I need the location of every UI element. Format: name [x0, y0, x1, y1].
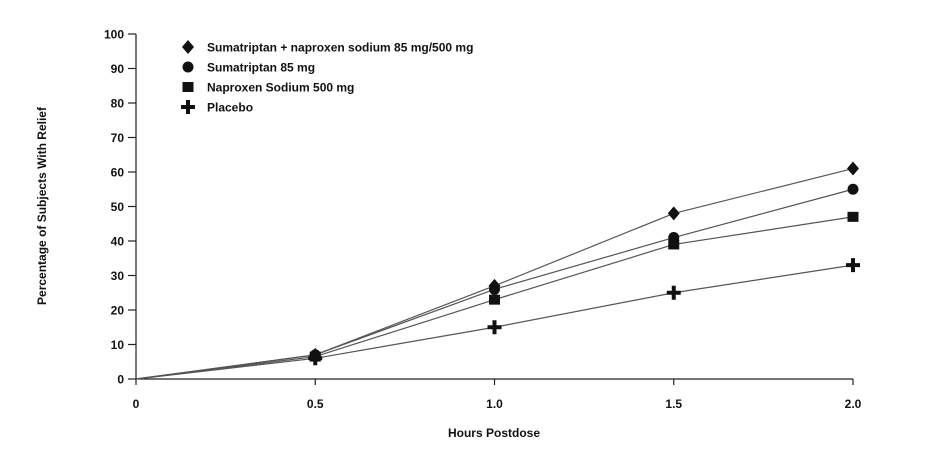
y-tick-label: 20	[111, 304, 125, 318]
series-square	[135, 211, 859, 380]
legend-plus-marker	[181, 100, 195, 114]
circle-data-point	[489, 283, 500, 295]
y-tick-label: 30	[111, 269, 125, 283]
legend: Sumatriptan + naproxen sodium 85 mg/500 …	[181, 40, 473, 115]
y-tick-label: 70	[111, 131, 125, 145]
plus-data-point	[666, 285, 681, 300]
x-tick-label: 0.5	[307, 397, 324, 411]
y-tick-label: 100	[104, 28, 124, 42]
x-tick-label: 0	[133, 397, 140, 411]
series-plus	[135, 258, 860, 380]
x-axis-title: Hours Postdose	[448, 426, 540, 440]
y-axis: 0 10 20 30 40 50 60 70 80 90 100	[104, 28, 137, 387]
x-tick-label: 1.0	[486, 397, 503, 411]
legend-square-marker	[182, 82, 194, 92]
square-data-point	[847, 211, 859, 222]
y-tick-label: 80	[111, 97, 125, 111]
legend-circle-marker	[182, 61, 194, 73]
y-tick-label: 40	[111, 235, 125, 249]
plus-data-point	[308, 351, 323, 366]
y-axis-title: Percentage of Subjects With Relief	[35, 106, 49, 305]
series-diamond	[135, 161, 859, 380]
y-tick-label: 60	[111, 166, 125, 180]
legend-diamond-marker	[182, 40, 194, 54]
y-tick-label: 90	[111, 62, 125, 76]
series-layer	[135, 161, 860, 380]
y-tick-label: 10	[111, 338, 125, 352]
series-line	[135, 167, 854, 380]
legend-label: Sumatriptan 85 mg	[207, 61, 315, 75]
diamond-data-point	[667, 206, 680, 221]
x-axis: 0 0.5 1.0 1.5 2.0	[133, 378, 862, 411]
y-tick-label: 0	[117, 373, 124, 387]
circle-data-point	[847, 183, 859, 195]
x-tick-label: 2.0	[845, 397, 862, 411]
x-tick-label: 1.5	[665, 397, 682, 411]
legend-label: Naproxen Sodium 500 mg	[207, 81, 354, 95]
square-data-point	[668, 239, 680, 250]
diamond-data-point	[847, 161, 859, 176]
square-data-point	[489, 294, 500, 305]
plus-data-point	[487, 320, 502, 335]
y-tick-label: 50	[111, 200, 125, 214]
legend-label: Placebo	[207, 101, 253, 115]
plus-data-point	[846, 258, 860, 273]
legend-label: Sumatriptan + naproxen sodium 85 mg/500 …	[207, 41, 473, 55]
